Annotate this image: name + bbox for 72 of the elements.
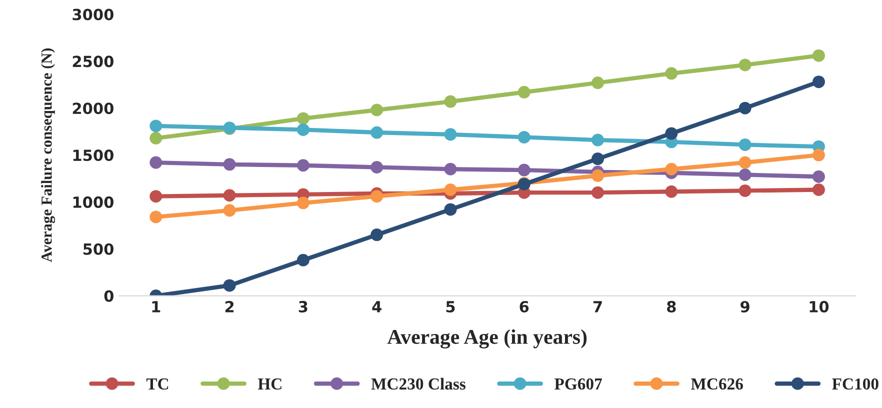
point (296, 123, 310, 136)
point (444, 162, 457, 176)
point (592, 134, 604, 146)
y-tick-label: 500 (84, 243, 114, 255)
point (296, 112, 310, 125)
point (150, 156, 162, 169)
point (296, 159, 310, 172)
legend-label: MC626 (690, 378, 743, 390)
point (665, 67, 678, 80)
legend-label: PG607 (554, 378, 602, 390)
y-tick-label: 3000 (72, 8, 114, 20)
point (296, 254, 310, 266)
y-tick-label: 1000 (73, 196, 114, 208)
point (223, 189, 236, 202)
point (150, 190, 162, 203)
point (738, 102, 752, 114)
y-tick-label: 2500 (72, 56, 114, 68)
point (444, 128, 457, 141)
point (518, 130, 530, 144)
point (370, 126, 384, 139)
point (223, 279, 236, 292)
point (812, 49, 825, 62)
point (444, 203, 457, 216)
point (812, 76, 825, 88)
point (812, 170, 825, 183)
point (370, 190, 384, 203)
x-axis-title: Average Age (in years) (387, 329, 587, 348)
x-tick-label: 2 (225, 300, 234, 312)
x-tick-label: 7 (593, 301, 602, 312)
point (444, 95, 457, 108)
legend-label: FC100 (832, 378, 878, 390)
point (592, 169, 604, 182)
point (150, 132, 162, 144)
y-tick-label: 1500 (73, 150, 114, 162)
legend-label: HC (258, 378, 282, 390)
legend-label: MC230 Class (371, 378, 466, 390)
x-tick-label: 9 (740, 300, 750, 312)
y-tick-label: 2000 (72, 102, 114, 114)
x-tick-label: 4 (372, 301, 382, 312)
x-tick-label: 8 (667, 300, 676, 312)
point (370, 160, 384, 174)
point (592, 186, 604, 199)
x-tick-label: 5 (446, 301, 455, 312)
point (812, 184, 825, 196)
point (518, 164, 530, 176)
legend-label: TC (146, 378, 168, 390)
x-tick-label: 3 (298, 300, 308, 312)
y-axis-title: Average Failure consequence (N) (41, 48, 56, 262)
x-tick-label: 10 (810, 300, 829, 312)
point (812, 148, 825, 162)
point (370, 104, 384, 116)
point (370, 228, 384, 242)
point (592, 152, 604, 166)
point (738, 156, 752, 169)
point (150, 120, 162, 132)
point (738, 138, 752, 151)
point (150, 210, 162, 224)
point (223, 204, 236, 217)
point (518, 86, 530, 98)
point (592, 76, 604, 90)
point (223, 158, 236, 171)
point (296, 196, 310, 210)
point (738, 168, 752, 181)
point (665, 127, 678, 140)
point (665, 185, 678, 198)
x-tick-label: 6 (520, 300, 529, 312)
point (738, 58, 752, 72)
y-tick-label: 0 (104, 290, 114, 302)
point (738, 184, 752, 197)
point (444, 184, 457, 196)
point (665, 162, 678, 176)
x-tick-label: 1 (152, 301, 160, 312)
